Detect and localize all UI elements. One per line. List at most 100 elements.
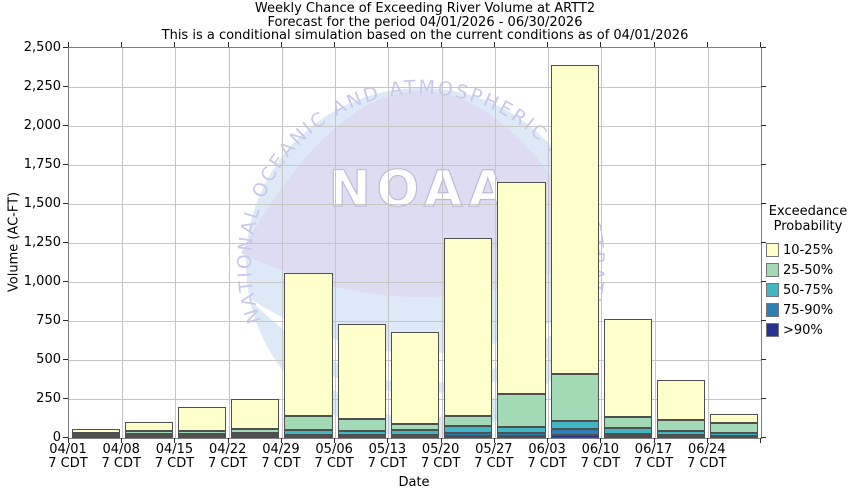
y-tick-right [761, 437, 766, 438]
x-tick-date: 04/01 [49, 442, 87, 457]
chart-subtitle: Forecast for the period 04/01/2026 - 06/… [267, 14, 583, 30]
gridline-horizontal [69, 282, 761, 283]
y-tick-label: 2,000 [23, 117, 61, 133]
x-tick-top [493, 42, 495, 47]
legend-swatch [766, 323, 779, 337]
legend-label: 25-50% [783, 262, 834, 278]
x-tick-time: 7 CDT [261, 455, 301, 471]
x-tick-date: 04/22 [208, 442, 247, 457]
x-tick-date: 06/03 [528, 442, 566, 457]
gridline-horizontal [69, 87, 761, 88]
gridline-horizontal [69, 165, 761, 166]
chart-title-block: Weekly Chance of Exceeding River Volume … [0, 2, 850, 43]
x-tick-time: 7 CDT [687, 455, 727, 471]
y-tick-right [761, 242, 766, 243]
noaa-acronym-text: NOAA [329, 160, 513, 218]
y-tick [63, 437, 68, 438]
y-tick-right [761, 398, 766, 399]
x-tick-label: 06/03 7 CDT [516, 443, 578, 470]
gridline-vertical [707, 48, 709, 438]
x-tick-top [334, 42, 336, 47]
x-tick-date: 05/27 [475, 442, 513, 457]
legend-swatch [766, 263, 779, 277]
plot-area: NATIONAL OCEANIC AND ATMOSPHERIC ADMINIS… [68, 47, 762, 439]
x-tick [174, 438, 176, 443]
x-tick-top [706, 42, 708, 47]
x-tick-date: 06/10 [581, 442, 620, 457]
x-tick [547, 438, 549, 443]
y-tick-label: 2,500 [23, 39, 61, 55]
gridline-vertical [335, 48, 337, 438]
x-tick [227, 438, 229, 443]
legend-label: 50-75% [783, 282, 834, 298]
x-tick-time: 7 CDT [207, 455, 248, 471]
x-tick-time: 7 CDT [527, 455, 567, 471]
legend-swatch [766, 243, 779, 257]
x-tick-time: 7 CDT [474, 455, 514, 471]
x-tick [387, 438, 389, 443]
y-tick [63, 281, 68, 282]
y-tick-label: 750 [36, 312, 61, 328]
y-tick [63, 164, 68, 165]
y-tick [63, 242, 68, 243]
x-tick-date: 04/08 [102, 442, 140, 457]
y-tick-label: 250 [36, 390, 61, 406]
y-tick-right [761, 47, 766, 48]
x-tick-time: 7 CDT [101, 455, 141, 471]
y-tick-right [761, 125, 766, 126]
x-tick-label: 06/17 7 CDT [623, 443, 685, 470]
y-tick [63, 320, 68, 321]
x-tick-date: 06/17 [634, 442, 673, 457]
x-tick-top [227, 42, 229, 47]
y-tick [63, 203, 68, 204]
chart-subtitle2: This is a conditional simulation based o… [161, 28, 689, 43]
y-tick [63, 86, 68, 87]
x-tick-label: 06/10 7 CDT [569, 443, 631, 470]
x-tick-top [121, 42, 123, 47]
x-tick-time: 7 CDT [580, 455, 621, 471]
x-tick-top [387, 42, 389, 47]
x-tick-label: 04/01 7 CDT [37, 443, 99, 470]
gridline-horizontal [69, 321, 761, 322]
y-tick [63, 359, 68, 360]
x-tick-date: 04/29 [262, 442, 300, 457]
x-tick-time: 7 CDT [367, 455, 408, 471]
x-tick-top [547, 42, 549, 47]
x-tick-time: 7 CDT [633, 455, 674, 471]
chart-title: Weekly Chance of Exceeding River Volume … [254, 1, 596, 16]
x-tick-date: 05/13 [368, 442, 407, 457]
x-tick-label: 04/29 7 CDT [250, 443, 312, 470]
gridline-vertical [175, 48, 177, 438]
legend-item: 25-50% [766, 260, 850, 280]
gridline-horizontal [69, 243, 761, 244]
x-tick [121, 438, 123, 443]
y-tick-label: 1,250 [23, 234, 61, 250]
gridline-vertical [228, 48, 230, 438]
y-tick-right [761, 359, 766, 360]
x-tick-label: 05/20 7 CDT [410, 443, 472, 470]
legend: Exceedance Probability 10-25% 25-50% 50-75… [766, 204, 850, 340]
y-tick-right [761, 86, 766, 87]
y-tick [63, 398, 68, 399]
x-tick [600, 438, 602, 443]
x-tick-label: 04/15 7 CDT [143, 443, 205, 470]
x-tick-time: 7 CDT [420, 455, 461, 471]
legend-item: >90% [766, 320, 850, 340]
y-tick-label: 1,750 [23, 156, 61, 172]
x-tick-label: 04/08 7 CDT [90, 443, 152, 470]
gridline-horizontal [69, 204, 761, 205]
x-tick-label: 04/22 7 CDT [197, 443, 259, 470]
gridline-vertical [601, 48, 603, 438]
x-tick-date: 05/20 [421, 442, 460, 457]
legend-label: 10-25% [783, 242, 834, 258]
gridline-vertical [548, 48, 550, 438]
x-tick-top [653, 42, 655, 47]
x-tick-time: 7 CDT [154, 455, 195, 471]
gridline-vertical [122, 48, 124, 438]
y-tick-right [761, 281, 766, 282]
x-tick-time: 7 CDT [48, 455, 88, 471]
gridline-vertical [441, 48, 443, 438]
x-tick-label: 05/06 7 CDT [303, 443, 365, 470]
gridline-horizontal [69, 126, 761, 127]
